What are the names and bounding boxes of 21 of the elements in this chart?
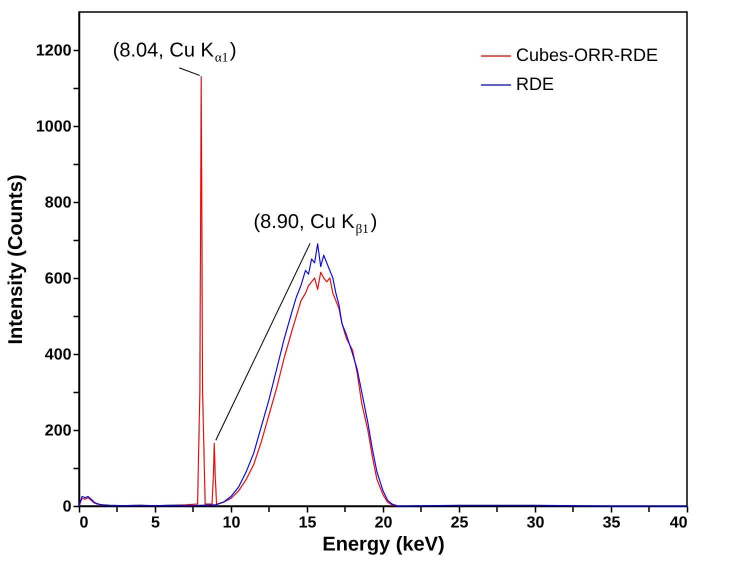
y-tick-label: 1200 [36,42,72,60]
y-tick-label: 200 [44,422,72,440]
y-tick-label: 1000 [36,118,72,136]
y-tick-label: 800 [44,194,72,212]
line-series [78,76,399,507]
y-axis-title: Intensity (Counts) [4,174,27,344]
x-tick-label: 30 [526,514,544,532]
legend-label: RDE [516,74,554,94]
legend-label: Cubes-ORR-RDE [516,45,658,65]
x-tick-label: 10 [222,514,240,532]
x-tick-label: 15 [298,514,316,532]
y-tick-label: 0 [62,498,72,516]
x-tick-label: 0 [80,514,88,532]
x-tick-label: 40 [670,514,688,532]
x-tick-label: 25 [450,514,468,532]
x-tick-label: 20 [374,514,392,532]
y-tick-label: 400 [44,346,72,364]
x-tick-label: 5 [151,514,160,532]
x-tick-label: 35 [602,514,620,532]
x-axis-title: Energy (keV) [322,534,445,556]
y-tick-label: 600 [44,270,72,288]
